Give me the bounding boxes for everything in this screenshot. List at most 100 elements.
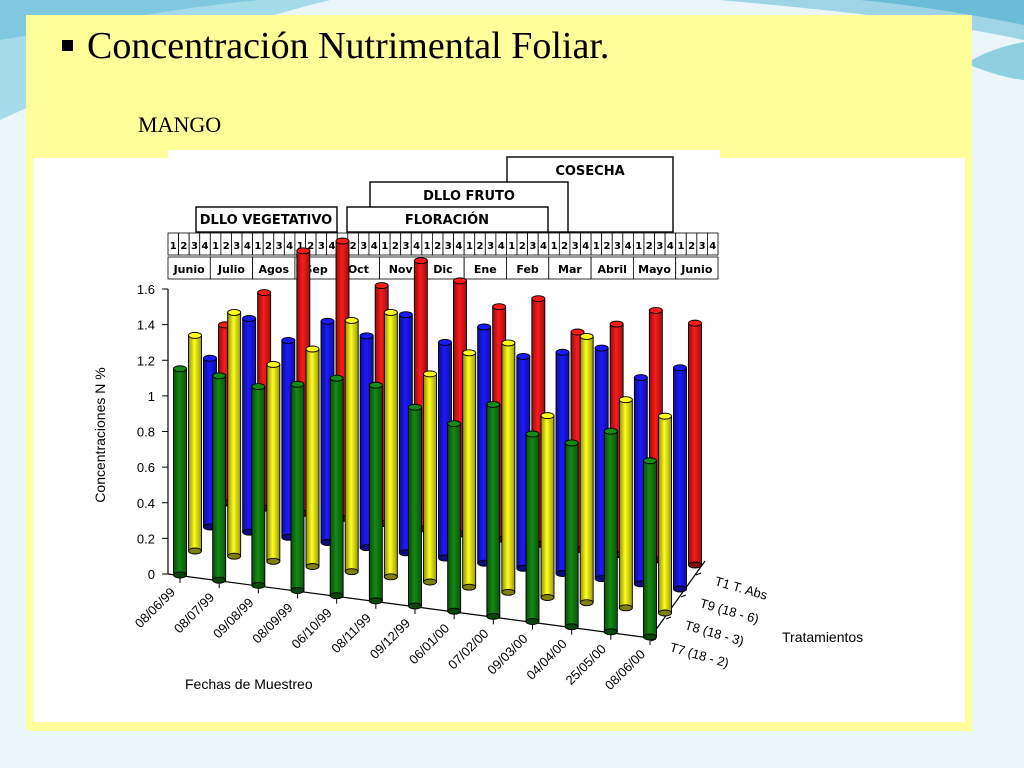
bar-base (173, 571, 187, 579)
month-label: Julio (217, 263, 245, 276)
z-tick-label: T9 (18 - 6) (698, 595, 760, 626)
bar-top (688, 319, 702, 327)
bars (173, 237, 702, 641)
bar-top (344, 316, 359, 324)
week-label: 1 (212, 241, 219, 252)
week-label: 1 (297, 241, 304, 252)
slide-subtitle: MANGO (138, 112, 222, 137)
bar-base (564, 623, 579, 631)
week-label: 2 (392, 241, 399, 252)
week-label: 4 (667, 241, 674, 252)
week-label: 4 (625, 241, 632, 252)
bar-body (188, 334, 202, 552)
bar-base (344, 568, 359, 576)
bar-body (688, 322, 702, 566)
week-label: 4 (498, 241, 505, 252)
bar-base (305, 563, 320, 570)
bar-t7-18-2--3 (290, 380, 305, 594)
week-label: 4 (286, 241, 293, 252)
week-label: 1 (254, 241, 261, 252)
week-label: 2 (223, 241, 230, 252)
bar-base (643, 633, 657, 641)
week-label: 4 (202, 241, 209, 252)
bar-top (516, 353, 531, 360)
bar-t7-18-2--4 (329, 374, 344, 600)
month-label: Agos (259, 263, 290, 276)
month-label: Sep (304, 263, 327, 276)
bar-base (290, 587, 305, 594)
bar-t8-18-3--2 (266, 361, 281, 565)
bar-t7-18-2--11 (603, 427, 618, 636)
z-tick-label: T7 (18 - 2) (668, 639, 730, 670)
bar-top (603, 427, 618, 435)
bar-top (453, 277, 467, 285)
week-label: 3 (191, 241, 198, 252)
week-label: 4 (244, 241, 251, 252)
week-label: 2 (180, 241, 187, 252)
y-tick-label: 0.2 (137, 531, 155, 546)
week-label: 1 (593, 241, 600, 252)
bar-base (462, 583, 477, 591)
bar-base (188, 547, 202, 555)
bar-t8-18-3--3 (305, 345, 320, 570)
bar-base (618, 604, 633, 612)
x-tick-label: 08/06/00 (602, 647, 648, 693)
bar-t7-18-2--6 (408, 403, 422, 610)
z-tick-mark (695, 572, 702, 576)
bar-body (266, 364, 281, 562)
square-bullet-icon (62, 39, 73, 51)
week-label: 3 (402, 241, 409, 252)
bar-body (603, 430, 618, 633)
week-label: 3 (360, 241, 367, 252)
bar-t8-18-3--7 (462, 349, 477, 591)
bar-body (383, 312, 398, 578)
y-tick-label: 0.4 (137, 496, 155, 511)
y-tick-label: 0.6 (137, 460, 155, 475)
phase-box-dllo-vegetativo (195, 206, 338, 233)
z-axis-label: Tratamientos (782, 629, 863, 645)
bar-top (540, 412, 555, 420)
bar-top (609, 320, 624, 328)
bar-top (329, 374, 344, 382)
week-label: 4 (328, 241, 335, 252)
bar-body (447, 423, 462, 612)
bar-top (486, 401, 501, 408)
bar-t8-18-3--11 (618, 396, 633, 612)
bar-top (203, 354, 217, 362)
week-label: 3 (487, 241, 494, 252)
bar-top (408, 403, 422, 411)
bar-body (212, 375, 227, 581)
bar-top (368, 381, 383, 389)
bar-body (368, 384, 383, 602)
week-label: 3 (614, 241, 621, 252)
bar-t7-18-2--9 (525, 430, 540, 625)
week-label: 3 (445, 241, 452, 252)
bar-body (251, 386, 266, 586)
phase-label-floracion: FLORACIÓN (405, 212, 489, 228)
week-cell (707, 232, 719, 256)
bar-top (423, 370, 437, 378)
x-axis-label: Fechas de Muestreo (185, 676, 313, 692)
bar-base (486, 612, 501, 620)
bar-top (462, 349, 477, 357)
month-cell (675, 256, 719, 280)
week-label: 3 (233, 241, 240, 252)
bar-top (173, 365, 187, 373)
bar-t7-18-2--8 (486, 401, 501, 620)
bar-top (673, 364, 687, 372)
week-label: 4 (540, 241, 547, 252)
week-label: 1 (677, 241, 684, 252)
bar-body (501, 342, 516, 593)
y-tick-label: 1.2 (137, 353, 155, 368)
bar-base (383, 573, 398, 581)
bar-body (329, 377, 344, 597)
month-label: Junio (680, 263, 713, 276)
phase-diagram: COSECHA DLLO FRUTO DLLO VEGETATIVO FLORA… (168, 150, 720, 233)
phase-label-dllo-vegetativo: DLLO VEGETATIVO (200, 213, 332, 228)
week-label: 2 (519, 241, 526, 252)
month-label: Dic (433, 263, 452, 276)
month-label: Mayo (638, 263, 671, 276)
week-label: 3 (529, 241, 536, 252)
z-tick-label: T1 T. Abs (713, 573, 769, 602)
